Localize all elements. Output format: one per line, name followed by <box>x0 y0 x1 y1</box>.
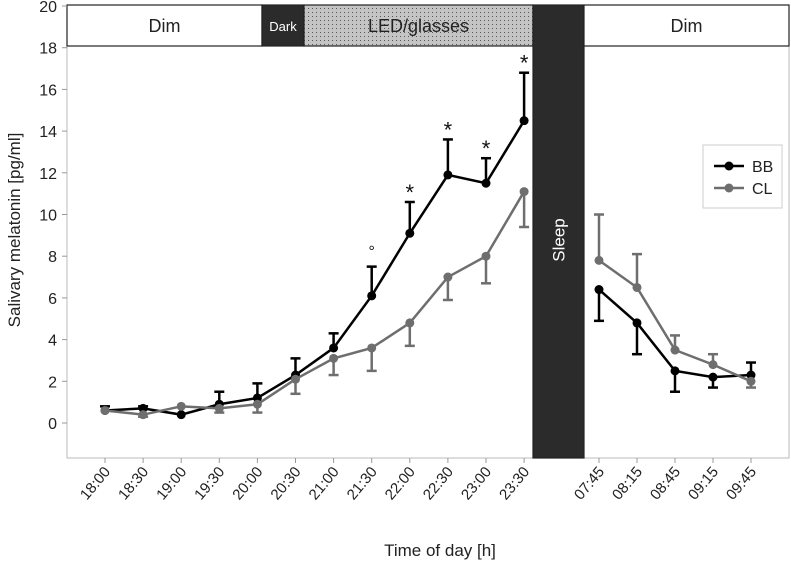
point-BB <box>252 393 262 403</box>
point-BB <box>481 178 491 188</box>
point-CL <box>367 343 377 353</box>
point-CL <box>443 272 453 282</box>
point-BB <box>138 403 148 413</box>
y-tick-label: 2 <box>48 374 57 391</box>
band-label: Dim <box>149 16 181 36</box>
x-tick-label: 08:45 <box>647 464 684 504</box>
legend-label-BB: BB <box>752 159 773 176</box>
y-tick-label: 4 <box>48 333 57 350</box>
point-CL <box>481 251 491 261</box>
x-tick-label: 09:45 <box>723 464 760 504</box>
significance-marker: * <box>520 51 529 76</box>
significance-marker: * <box>444 117 453 142</box>
point-BB <box>367 291 377 301</box>
y-axis-label: Salivary melatonin [pg/ml] <box>5 133 24 328</box>
band-sleep <box>532 4 585 459</box>
y-tick-label: 12 <box>39 166 57 183</box>
y-tick-label: 6 <box>48 291 57 308</box>
band-label: LED/glasses <box>368 16 469 36</box>
band-dark <box>261 4 305 47</box>
x-tick-label: 18:00 <box>77 464 114 504</box>
point-BB <box>405 228 415 238</box>
x-tick-label: 19:30 <box>191 464 228 504</box>
significance-marker: * <box>482 136 491 161</box>
legend <box>702 144 783 209</box>
point-CL <box>291 374 300 384</box>
band-dim <box>66 4 263 47</box>
point-BB <box>632 318 642 328</box>
x-axis-label: Time of day [h] <box>384 541 496 560</box>
x-tick-label: 21:00 <box>306 464 343 504</box>
y-tick-label: 0 <box>48 416 57 433</box>
x-tick-label: 07:45 <box>571 464 608 504</box>
point-BB <box>594 285 604 295</box>
point-CL <box>746 376 756 386</box>
y-tick-label: 18 <box>39 41 57 58</box>
x-tick-label: 20:00 <box>229 464 266 504</box>
point-CL <box>252 399 262 409</box>
point-BB <box>519 116 529 126</box>
band-dim <box>583 4 790 47</box>
significance-marker: * <box>406 180 415 205</box>
point-BB <box>176 410 186 420</box>
y-tick-label: 20 <box>39 0 57 16</box>
point-CL <box>405 318 415 328</box>
band-label: Dark <box>269 19 297 34</box>
point-CL <box>214 403 224 413</box>
y-tick-label: 16 <box>39 82 57 99</box>
band-label: Dim <box>671 16 703 36</box>
y-tick-label: 14 <box>39 124 57 141</box>
x-tick-label: 23:00 <box>458 464 495 504</box>
x-tick-label: 18:30 <box>115 464 152 504</box>
line-CL-evening <box>104 190 526 416</box>
point-CL <box>632 282 642 292</box>
x-tick-label: 23:30 <box>496 464 533 504</box>
plot-area <box>66 4 790 459</box>
x-tick-label: 20:30 <box>267 464 304 504</box>
legend-marker-BB <box>724 161 734 171</box>
point-CL <box>100 405 110 415</box>
point-CL <box>176 401 186 411</box>
band-label-sleep: Sleep <box>550 218 569 261</box>
legend-marker-CL <box>724 183 734 193</box>
point-BB <box>443 170 453 180</box>
point-CL <box>594 255 604 265</box>
point-CL <box>519 187 529 197</box>
band-led-glasses <box>303 4 534 47</box>
point-CL <box>670 345 680 355</box>
significance-marker: ° <box>368 244 374 261</box>
x-tick-label: 19:00 <box>153 464 190 504</box>
x-tick-label: 09:15 <box>685 464 722 504</box>
line-BB-evening <box>104 120 526 416</box>
point-CL <box>329 353 339 363</box>
y-tick-label: 10 <box>39 208 57 225</box>
legend-label-CL: CL <box>752 181 773 198</box>
x-tick-label: 22:00 <box>382 464 419 504</box>
y-tick-label: 8 <box>48 249 57 266</box>
point-BB <box>708 372 718 382</box>
point-BB <box>746 370 756 380</box>
point-CL <box>138 410 148 420</box>
point-CL <box>708 360 718 370</box>
x-tick-label: 08:15 <box>609 464 646 504</box>
point-BB <box>329 343 339 353</box>
x-tick-label: 21:30 <box>344 464 381 504</box>
point-BB <box>670 366 680 376</box>
x-tick-label: 22:30 <box>420 464 457 504</box>
